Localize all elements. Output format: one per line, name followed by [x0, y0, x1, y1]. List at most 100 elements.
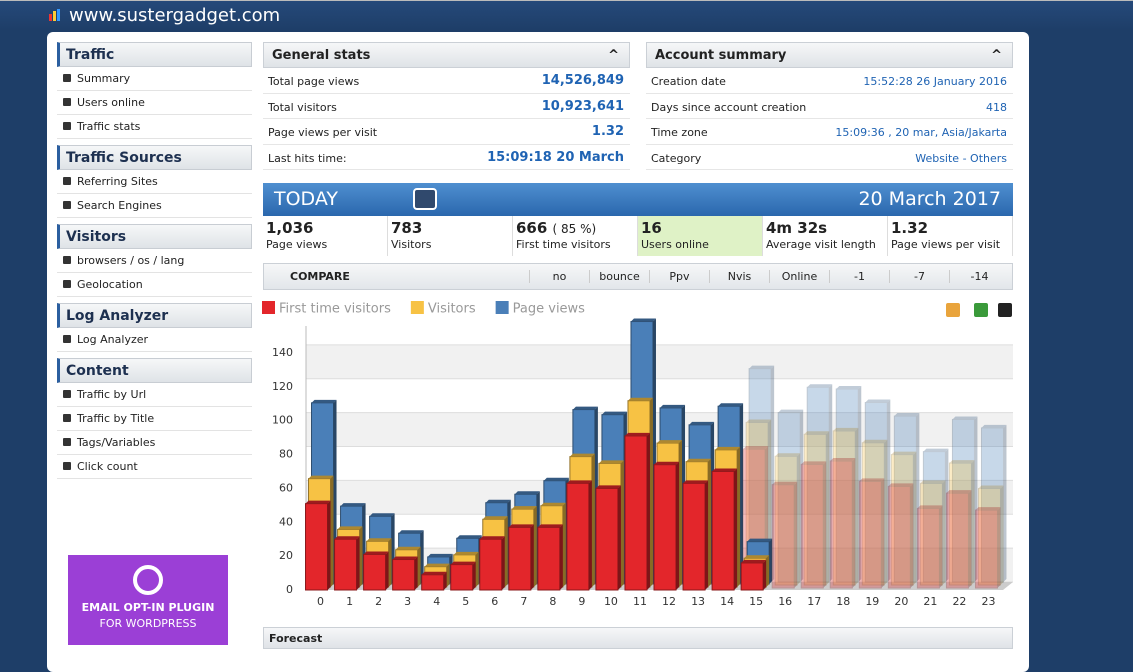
forecast-header: Forecast	[263, 627, 1013, 649]
today-stat-number: 1,036	[266, 219, 314, 237]
ad-title: EMAIL OPT-IN PLUGIN	[81, 601, 215, 614]
compare-option[interactable]: Nvis	[709, 270, 769, 283]
compare-option[interactable]: -1	[829, 270, 889, 283]
today-stat-number: 1.32	[891, 219, 929, 237]
nav-item[interactable]: Tags/Variables	[57, 431, 252, 455]
nav-item[interactable]: Users online	[57, 91, 252, 115]
bar-face	[421, 574, 445, 591]
nav-item[interactable]: Traffic by Url	[57, 383, 252, 407]
bar-top	[888, 483, 914, 487]
bar-top	[340, 503, 366, 507]
bar-top	[369, 513, 395, 517]
stat-value[interactable]: 10,923,641	[541, 98, 624, 114]
bar-side	[884, 439, 888, 585]
bar-face	[887, 485, 911, 589]
bar	[980, 424, 1007, 583]
bar-side	[446, 563, 450, 587]
account-summary: Account summary Creation date 15:52:28 26 …	[646, 42, 1013, 170]
bar-face	[774, 455, 798, 586]
bar-top	[479, 536, 505, 540]
bar-face	[800, 463, 824, 589]
bar-top	[308, 475, 334, 479]
stat-value[interactable]: 15:09:36 , 20 mar, Asia/Jakarta	[835, 126, 1007, 139]
nav-item[interactable]: Log Analyzer	[57, 328, 252, 352]
compare-title[interactable]: COMPARE	[290, 270, 350, 283]
nav-item[interactable]: Search Engines	[57, 194, 252, 218]
section-title[interactable]: Traffic Sources	[57, 145, 252, 170]
today-stat-number: 666	[516, 219, 548, 237]
stat-value[interactable]: 418	[986, 100, 1007, 114]
stat-label: Days since account creation	[651, 100, 807, 114]
section-title[interactable]: Content	[57, 358, 252, 383]
bar-face	[974, 509, 998, 589]
bar-side	[763, 559, 767, 590]
section-title[interactable]: Log Analyzer	[57, 303, 252, 328]
y-tick-label: 140	[272, 346, 293, 359]
bar-face	[890, 454, 914, 586]
compare-option[interactable]: -14	[949, 270, 1009, 283]
nav-item[interactable]: Traffic by Title	[57, 407, 252, 431]
stat-value[interactable]: 15:52:28 26 January 2016	[863, 75, 1007, 88]
site-link[interactable]: www.sustergadget.com	[69, 5, 281, 26]
bar	[858, 478, 885, 589]
bar	[771, 481, 798, 589]
bar	[363, 551, 389, 591]
stat-value[interactable]: 14,526,849	[541, 73, 624, 88]
bar-top	[485, 499, 511, 503]
bar	[887, 483, 914, 589]
bar	[977, 485, 1004, 586]
compare-option[interactable]: no	[529, 270, 589, 283]
nav-item[interactable]: Traffic stats	[57, 115, 252, 139]
nav-item[interactable]: Click count	[57, 455, 252, 479]
bar-side	[829, 384, 833, 582]
bar-top	[683, 480, 709, 484]
nav-item[interactable]: Referring Sites	[57, 170, 252, 194]
bar-top	[830, 458, 856, 461]
bar-top	[311, 399, 337, 403]
bar-top	[624, 432, 650, 436]
pause-button[interactable]	[413, 188, 437, 210]
bar-side	[1000, 485, 1004, 585]
compare-option[interactable]: Online	[769, 270, 829, 283]
box-header[interactable]: General stats	[263, 42, 630, 68]
bar	[421, 571, 447, 591]
box-header[interactable]: Account summary	[646, 42, 1013, 68]
compare-option[interactable]: Ppv	[649, 270, 709, 283]
stat-value[interactable]: Website - Others	[915, 151, 1007, 165]
today-stat-value: 783	[391, 219, 509, 237]
bar-face	[334, 538, 358, 591]
bar-side	[472, 561, 476, 590]
stat-row: Total visitors 10,923,641	[263, 94, 630, 119]
bar-face	[916, 507, 940, 589]
stat-value[interactable]: 15:09:18 20 March	[487, 149, 624, 165]
chart-tool-icon	[946, 303, 960, 317]
bar-side	[388, 538, 392, 587]
bar-side	[971, 460, 975, 585]
nav-item[interactable]: Summary	[57, 67, 252, 91]
bar-side	[333, 399, 337, 584]
nav-item[interactable]: Geolocation	[57, 273, 252, 297]
bar-side	[385, 551, 389, 590]
bar-face	[803, 433, 827, 586]
today-stat-extra: ( 85 %)	[552, 222, 597, 236]
bar-side	[359, 526, 363, 587]
bar	[595, 485, 621, 591]
bar-top	[537, 524, 563, 528]
bar	[740, 559, 767, 591]
stat-row: Total page views 14,526,849	[263, 68, 630, 94]
bar-side	[855, 427, 859, 585]
section-title[interactable]: Visitors	[57, 224, 252, 249]
bar-top	[894, 413, 920, 417]
compare-option[interactable]: bounce	[589, 270, 649, 283]
bar-face	[479, 538, 503, 591]
x-tick-label: 11	[633, 595, 647, 608]
compare-option[interactable]: -7	[889, 270, 949, 283]
bar-top	[398, 530, 424, 534]
bar-side	[734, 468, 738, 590]
ad[interactable]: EMAIL OPT-IN PLUGIN FOR WORDPRESS	[68, 555, 228, 645]
bar-face	[711, 470, 735, 591]
nav-item[interactable]: browsers / os / lang	[57, 249, 252, 273]
section-title[interactable]: Traffic	[57, 42, 252, 67]
stat-value[interactable]: 1.32	[591, 124, 624, 139]
bar-side	[708, 458, 712, 587]
